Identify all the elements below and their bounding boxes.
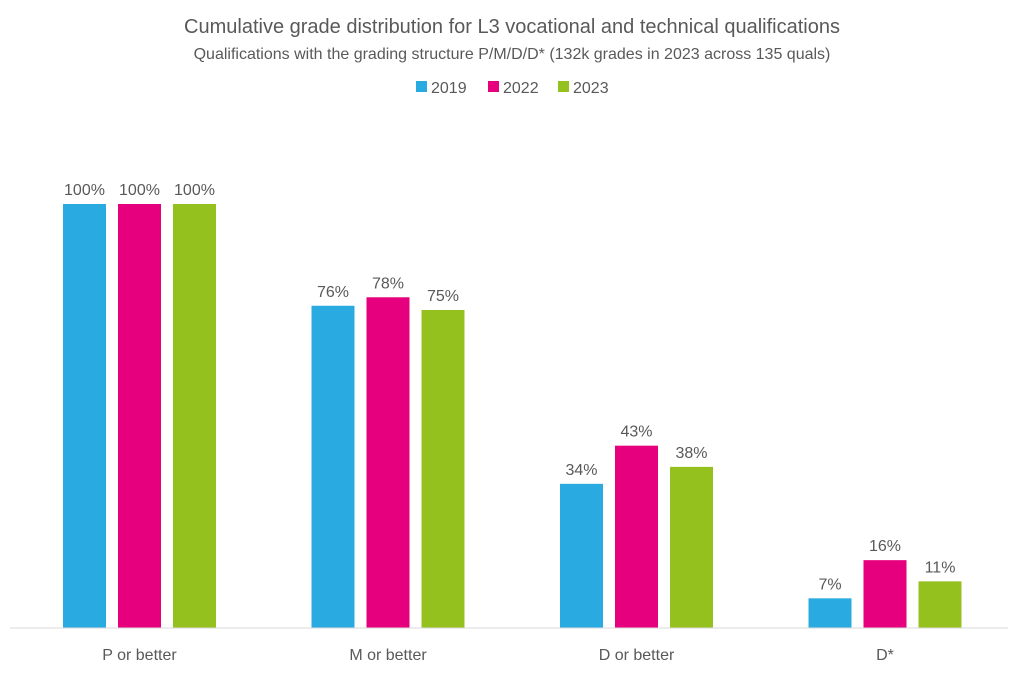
x-axis-ticks: P or better M or better D or better D* (102, 647, 894, 664)
data-label: 7% (818, 576, 841, 593)
bar-2019-2 (560, 483, 603, 628)
data-label: 16% (869, 538, 901, 555)
bar-2022-1 (366, 297, 410, 628)
bar-2023-3 (918, 581, 962, 628)
x-tick-label: P or better (102, 647, 177, 664)
x-tick-label: D* (876, 647, 894, 664)
legend-label: 2023 (573, 80, 609, 97)
data-label: 100% (119, 182, 160, 199)
bar-2019-0 (63, 204, 106, 628)
bar-2022-0 (118, 204, 161, 628)
x-tick-label: M or better (349, 647, 427, 664)
bar-2023-1 (421, 310, 465, 628)
legend-swatch-2022 (488, 81, 499, 92)
bar-2019-1 (311, 305, 355, 628)
legend-swatch-2023 (558, 81, 569, 92)
data-label: 34% (565, 462, 597, 479)
bar-2023-2 (670, 466, 713, 628)
legend-swatch-2019 (416, 81, 427, 92)
chart-subtitle: Qualifications with the grading structur… (194, 46, 831, 63)
bar-2023-0 (173, 204, 216, 628)
data-label: 38% (675, 445, 707, 462)
data-label: 11% (925, 559, 956, 576)
x-tick-label: D or better (599, 647, 675, 664)
bar-2022-2 (615, 445, 658, 628)
data-label: 100% (64, 182, 105, 199)
data-label: 75% (427, 288, 459, 305)
legend-label: 2019 (431, 80, 467, 97)
bar-2022-3 (863, 560, 907, 628)
data-label: 78% (372, 275, 404, 292)
legend-label: 2022 (503, 80, 539, 97)
bars: 100% 100% 100% 76% 78% 75% 34% 43% 38% 7% 16% 11% (63, 182, 962, 628)
data-label: 100% (174, 182, 215, 199)
chart-title: Cumulative grade distribution for L3 voc… (184, 16, 840, 38)
data-label: 43% (620, 424, 652, 441)
data-label: 76% (317, 284, 349, 301)
bar-2019-3 (808, 598, 852, 628)
legend: 2019 2022 2023 (416, 80, 609, 97)
